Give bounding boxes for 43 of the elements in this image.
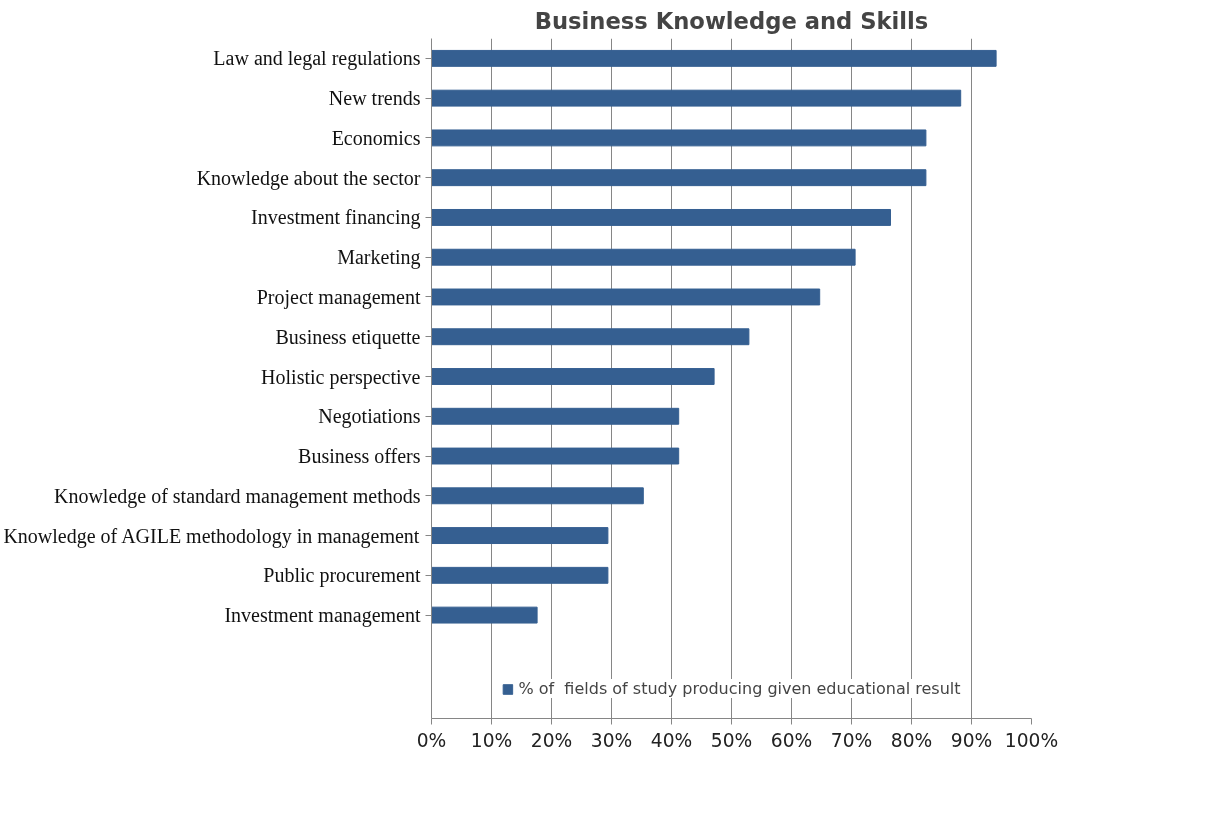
bar [431, 129, 927, 147]
bar [431, 248, 856, 266]
x-tick-label: 80% [890, 729, 933, 751]
y-tick-label: Law and legal regulations [213, 47, 421, 71]
y-tick-label: Knowledge about the sector [196, 166, 421, 190]
y-tick-label: Business etiquette [275, 325, 421, 349]
chart-title: Business Knowledge and Skills [534, 7, 929, 34]
y-tick-label: Project management [256, 285, 421, 309]
y-tick-label: Holistic perspective [261, 365, 421, 389]
bar [431, 447, 680, 465]
bar [431, 566, 609, 584]
x-tick-label: 90% [950, 729, 993, 751]
y-tick-label: Knowledge of AGILE methodology in management [3, 524, 420, 548]
x-tick-label: 20% [530, 729, 573, 751]
x-tick-label: 70% [830, 729, 873, 751]
x-tick-label: 30% [590, 729, 633, 751]
x-tick-label: 10% [470, 729, 513, 751]
y-tick-label: Knowledge of standard management methods [53, 484, 421, 508]
bar [431, 208, 891, 226]
x-tick-label: 60% [770, 729, 813, 751]
y-tick-label: Business offers [298, 445, 421, 468]
bar [431, 407, 680, 425]
bar [431, 89, 962, 107]
x-tick-label: 100% [1004, 729, 1059, 751]
y-tick-label: Investment management [224, 604, 421, 628]
x-tick-label: 50% [710, 729, 753, 751]
x-tick-label: 40% [650, 729, 693, 751]
bar [431, 487, 644, 505]
x-tick-label: 0% [416, 729, 447, 751]
bar [431, 49, 997, 67]
bar [431, 288, 821, 306]
y-tick-label: Economics [331, 126, 421, 149]
bar [431, 606, 538, 624]
y-tick-label: Negotiations [318, 405, 421, 429]
y-tick-label: Investment financing [251, 206, 421, 230]
bar [431, 169, 927, 187]
y-tick-label: Public procurement [263, 564, 421, 588]
bar [431, 328, 750, 346]
y-tick-label: Marketing [337, 246, 421, 270]
bar [431, 368, 715, 385]
legend-label: % of fields of study producing given educational result [518, 679, 961, 698]
y-tick-label: New trends [328, 87, 421, 110]
bar [431, 527, 609, 545]
